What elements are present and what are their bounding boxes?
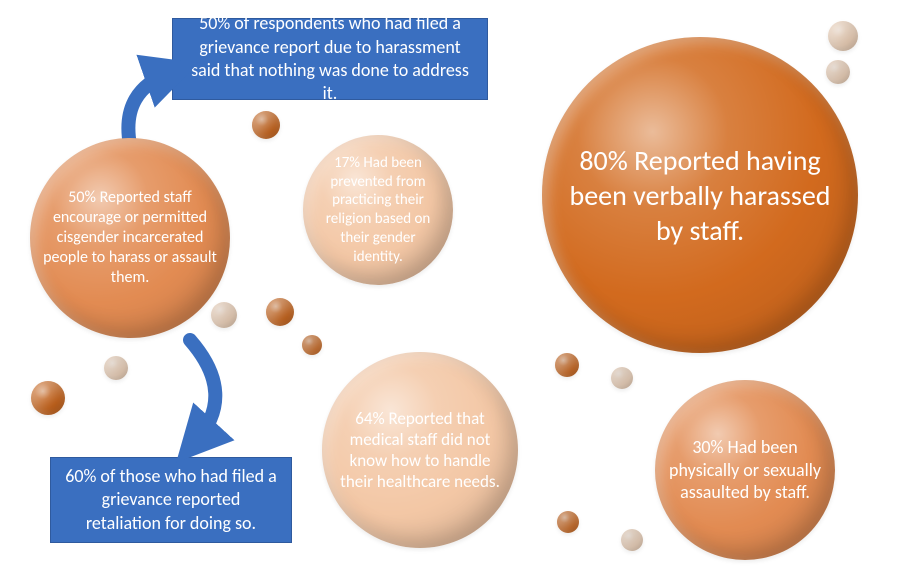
bubble-verbally-harassed: 80% Reported having been verbally harass… [542,37,858,353]
decoration-bubble [611,367,633,389]
decoration-bubble [266,298,294,326]
decoration-bubble [557,511,579,533]
callout-top: 50% of respondents who had filed a griev… [172,18,488,100]
decoration-bubble [31,381,65,415]
decoration-bubble [211,302,237,328]
bubble-religion: 17% Had been prevented from practicing t… [303,135,453,285]
callout-bottom: 60% of those who had filed a grievance r… [50,457,292,543]
decoration-bubble [104,356,128,380]
decoration-bubble [302,335,322,355]
bubble-staff-encourage: 50% Reported staff encourage or permitte… [30,138,230,338]
arrow-bottom-path [190,340,215,442]
decoration-bubble [555,353,579,377]
bubble-medical: 64% Reported that medical staff did not … [322,352,518,548]
bubble-assaulted: 30% Had been physically or sexually assa… [655,380,835,560]
decoration-bubble [826,60,850,84]
decoration-bubble [621,529,643,551]
decoration-bubble [828,21,858,51]
decoration-bubble [252,111,280,139]
arrow-top-path [128,72,172,145]
